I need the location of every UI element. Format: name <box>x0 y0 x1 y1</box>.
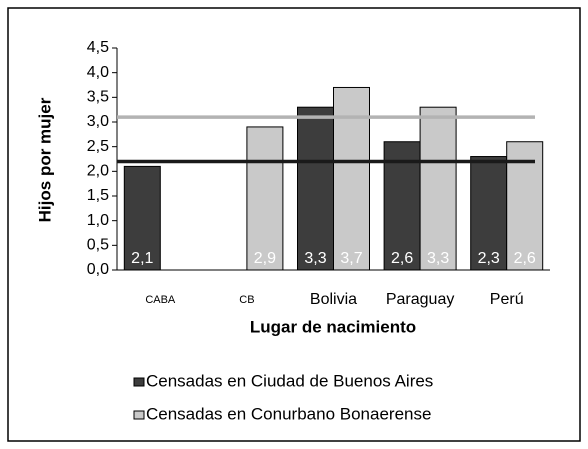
legend-label: Censadas en Ciudad de Buenos Aires <box>146 371 433 390</box>
y-tick-label: 2,0 <box>87 163 109 180</box>
legend-swatch <box>133 377 145 387</box>
y-tick-label: 2,5 <box>87 138 109 155</box>
value-label: 3,3 <box>304 250 326 267</box>
y-tick-label: 4,0 <box>87 64 109 81</box>
x-tick-label: Perú <box>490 291 524 308</box>
value-label: 3,7 <box>340 250 362 267</box>
value-label: 2,6 <box>514 250 536 267</box>
y-tick-label: 0,0 <box>87 261 109 278</box>
y-tick-label: 1,0 <box>87 212 109 229</box>
value-label: 2,9 <box>254 250 276 267</box>
y-tick-label: 1,5 <box>87 187 109 204</box>
value-label: 2,6 <box>391 250 413 267</box>
bar <box>123 165 161 271</box>
bar <box>333 86 370 271</box>
legend-swatch <box>133 410 145 420</box>
value-label: 3,3 <box>427 250 449 267</box>
x-tick-label: CB <box>239 294 254 306</box>
y-axis-title: Hijos por mujer <box>35 97 54 222</box>
x-tick-label: CABA <box>145 294 176 306</box>
y-tick-label: 3,0 <box>87 113 109 130</box>
bar <box>419 106 457 271</box>
x-axis-title: Lugar de nacimiento <box>250 317 416 336</box>
bar <box>246 126 284 271</box>
x-tick-label: Bolivia <box>310 291 357 308</box>
bar <box>470 156 508 271</box>
legend-label: Censadas en Conurbano Bonaerense <box>146 404 431 423</box>
y-tick-label: 0,5 <box>87 237 109 254</box>
value-label: 2,1 <box>131 250 153 267</box>
x-tick-label: Paraguay <box>386 291 455 308</box>
y-tick-label: 3,5 <box>87 89 109 106</box>
bar <box>297 106 334 271</box>
value-label: 2,3 <box>478 250 500 267</box>
y-tick-label: 4,5 <box>87 39 109 56</box>
